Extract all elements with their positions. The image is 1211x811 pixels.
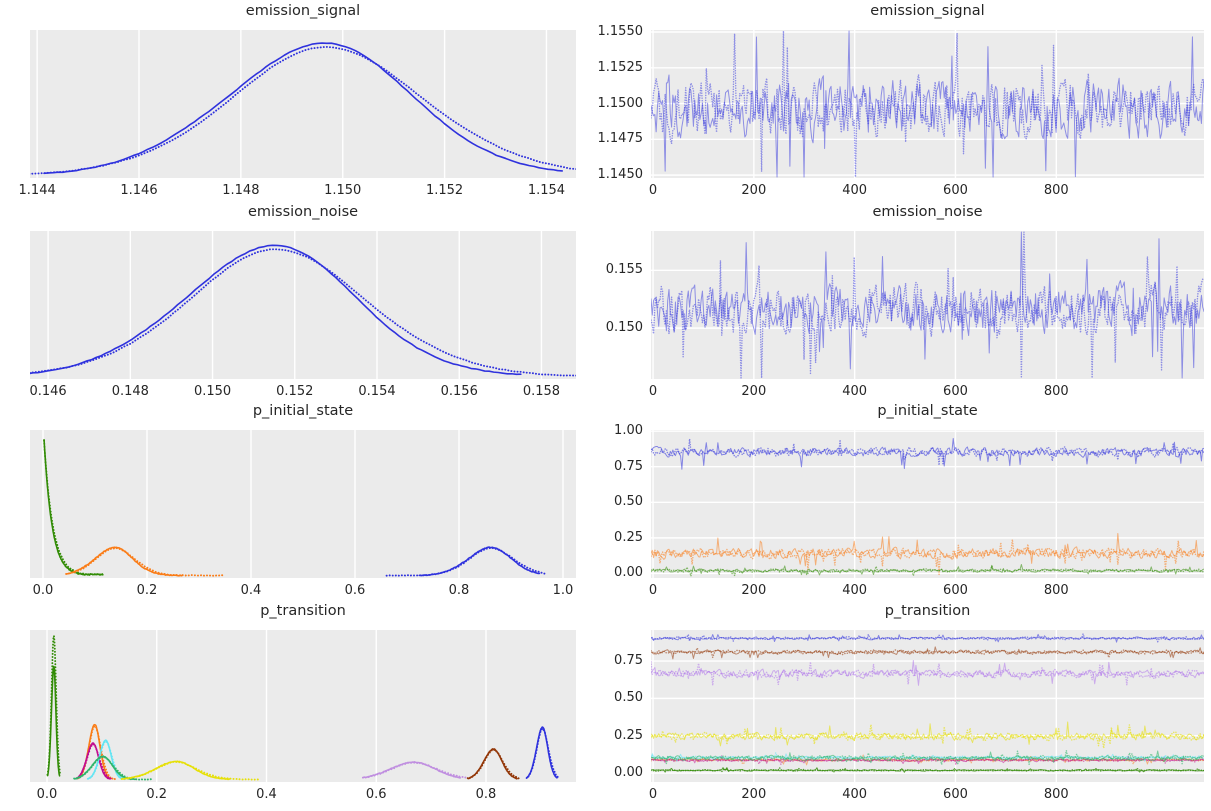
x-tick-label: 0.0 — [32, 583, 54, 598]
x-tick-label: 0 — [648, 384, 658, 399]
x-tick-label: 200 — [741, 384, 767, 399]
y-tick-label: 1.1450 — [597, 167, 644, 183]
subplot-title: emission_noise — [872, 204, 983, 220]
y-tick-label: 0.50 — [614, 494, 643, 510]
y-tick-label: 1.1475 — [597, 131, 644, 147]
x-tick-label: 600 — [943, 183, 968, 198]
x-tick-label: 0.4 — [256, 787, 277, 802]
x-tick-label: 800 — [1043, 183, 1069, 198]
y-tick-label: 0.75 — [614, 653, 643, 669]
y-tick-label: 0.150 — [605, 320, 643, 336]
x-tick-label: 400 — [842, 384, 868, 399]
x-tick-label: 0 — [648, 787, 658, 802]
y-tick-label: 0.155 — [605, 262, 643, 278]
plot-canvas — [30, 430, 576, 578]
subplot-title: p_initial_state — [252, 403, 354, 419]
subplot-title: emission_signal — [870, 3, 985, 19]
x-tick-label: 0.2 — [136, 583, 158, 598]
x-tick-label: 0.0 — [36, 787, 58, 802]
y-tick-label: 0.25 — [614, 727, 643, 743]
x-tick-label: 400 — [842, 787, 868, 802]
plot-canvas — [651, 30, 1204, 178]
x-tick-label: 0.6 — [365, 787, 387, 802]
subplot-title: p_transition — [884, 603, 971, 619]
x-tick-label: 800 — [1043, 384, 1069, 399]
x-tick-label: 1.154 — [527, 183, 566, 198]
x-tick-label: 0.156 — [440, 384, 478, 399]
x-tick-label: 0.158 — [522, 384, 561, 399]
x-tick-label: 400 — [842, 583, 868, 598]
x-tick-label: 1.0 — [552, 583, 574, 598]
x-tick-label: 1.146 — [120, 183, 158, 198]
x-tick-label: 0.4 — [240, 583, 262, 598]
x-tick-label: 800 — [1043, 787, 1069, 802]
x-tick-label: 0.154 — [358, 384, 396, 399]
x-tick-label: 600 — [943, 787, 968, 802]
y-tick-label: 0.75 — [614, 458, 643, 474]
y-tick-label: 0.50 — [614, 690, 643, 706]
plot-canvas — [30, 630, 576, 782]
plot-canvas — [651, 231, 1204, 379]
plot-canvas — [651, 430, 1204, 578]
x-tick-label: 0.148 — [111, 384, 149, 399]
x-tick-label: 1.150 — [324, 183, 362, 198]
y-tick-label: 1.1525 — [597, 59, 644, 75]
x-tick-label: 0 — [648, 183, 658, 198]
subplot-title: emission_noise — [247, 204, 359, 220]
x-tick-label: 0.8 — [448, 583, 470, 598]
x-tick-label: 800 — [1043, 583, 1069, 598]
x-tick-label: 0.146 — [29, 384, 67, 399]
x-tick-label: 600 — [943, 583, 968, 598]
x-tick-label: 0.152 — [276, 384, 314, 399]
x-tick-label: 200 — [741, 583, 767, 598]
x-tick-label: 1.152 — [425, 183, 464, 198]
x-tick-label: 600 — [943, 384, 968, 399]
y-tick-label: 0.25 — [614, 529, 643, 545]
x-tick-label: 0.6 — [344, 583, 366, 598]
y-tick-label: 0.00 — [614, 765, 643, 781]
y-tick-label: 0.00 — [614, 565, 643, 581]
x-tick-label: 1.148 — [222, 183, 260, 198]
plot-canvas — [30, 231, 576, 379]
x-tick-label: 0.150 — [193, 384, 232, 399]
x-tick-label: 1.144 — [18, 183, 56, 198]
x-tick-label: 200 — [741, 183, 767, 198]
x-tick-label: 200 — [741, 787, 767, 802]
y-tick-label: 1.1550 — [597, 24, 644, 39]
y-tick-label: 1.00 — [614, 423, 643, 439]
subplot-title: p_initial_state — [877, 403, 978, 419]
x-tick-label: 400 — [842, 183, 868, 198]
plot-canvas — [651, 630, 1204, 782]
subplot-title: emission_signal — [245, 3, 361, 19]
y-tick-label: 1.1500 — [597, 95, 644, 111]
plot-canvas — [30, 30, 576, 178]
x-tick-label: 0 — [648, 583, 658, 598]
x-tick-label: 0.2 — [146, 787, 168, 802]
subplot-title: p_transition — [260, 603, 346, 619]
x-tick-label: 0.8 — [475, 787, 497, 802]
